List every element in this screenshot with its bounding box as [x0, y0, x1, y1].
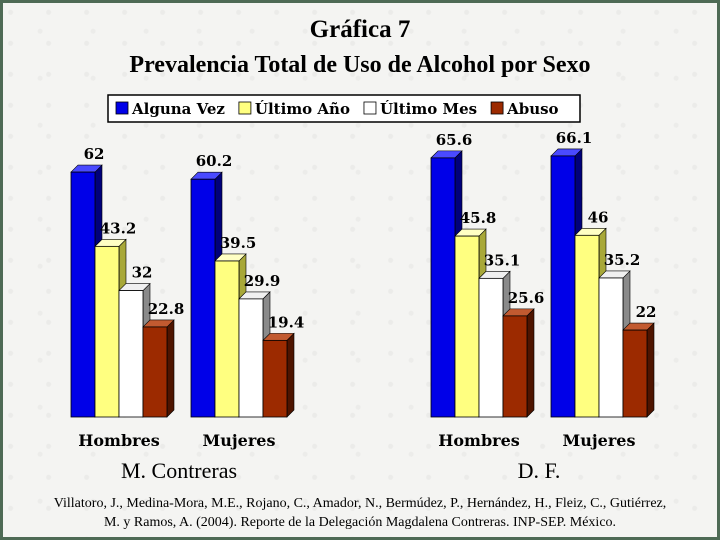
bar-g1-c1-s0 — [550, 155, 576, 418]
bar-g1-c1-s2 — [598, 277, 624, 418]
chart-subtitle: Prevalencia Total de Uso de Alcohol por … — [129, 52, 591, 78]
group-label-1: D. F. — [518, 458, 561, 483]
bar-g0-c0-s3 — [142, 326, 168, 418]
data-label-g0-c0-s0: 62 — [84, 145, 105, 163]
bar-g0-c1-s1 — [214, 260, 240, 418]
bar-side-g0-c1-s3 — [286, 332, 295, 418]
data-label-g1-c0-s3: 25.6 — [508, 289, 545, 307]
data-label-g1-c0-s0: 65.6 — [436, 131, 473, 149]
legend-swatch-1 — [238, 101, 252, 115]
data-label-g0-c0-s2: 32 — [132, 264, 153, 282]
data-label-g0-c0-s3: 22.8 — [148, 300, 185, 318]
legend-swatch-2 — [363, 101, 377, 115]
bar-side-g1-c0-s3 — [526, 308, 535, 418]
data-label-g0-c1-s3: 19.4 — [268, 313, 305, 331]
bar-g1-c1-s1 — [574, 234, 600, 418]
bar-g0-c1-s2 — [238, 298, 264, 418]
legend-label-1: Último Año — [255, 100, 350, 118]
legend-swatch-3 — [490, 101, 504, 115]
data-label-g1-c1-s0: 66.1 — [556, 129, 593, 147]
legend-swatch-0 — [115, 101, 129, 115]
group-label-0: M. Contreras — [121, 458, 237, 483]
bar-g0-c1-s3 — [262, 339, 288, 418]
data-label-g0-c1-s0: 60.2 — [196, 152, 233, 170]
data-label-g0-c1-s2: 29.9 — [244, 272, 281, 290]
source-citation: Villatoro, J., Medina-Mora, M.E., Rojano… — [6, 494, 714, 532]
bar-side-g1-c1-s3 — [646, 322, 655, 418]
category-label-g1-c0: Hombres — [438, 431, 520, 450]
chart-title: Gráfica 7 — [309, 16, 411, 43]
bar-g1-c1-s3 — [622, 329, 648, 418]
data-label-g0-c1-s1: 39.5 — [220, 234, 257, 252]
source-line-1: Villatoro, J., Medina-Mora, M.E., Rojano… — [53, 496, 667, 511]
bar-side-g0-c0-s3 — [166, 319, 175, 418]
legend-label-2: Último Mes — [380, 100, 477, 118]
data-label-g1-c0-s2: 35.1 — [484, 251, 521, 269]
bar-g1-c0-s1 — [454, 235, 480, 418]
legend-label-0: Alguna Vez — [131, 100, 225, 118]
data-label-g1-c0-s1: 45.8 — [460, 209, 497, 227]
bar-g1-c0-s0 — [430, 157, 456, 418]
data-label-g1-c1-s2: 35.2 — [604, 251, 641, 269]
bar-g0-c0-s2 — [118, 290, 144, 418]
source-line-2: M. y Ramos, A. (2004). Reporte de la Del… — [103, 515, 617, 530]
bar-g1-c0-s2 — [478, 277, 504, 418]
category-label-g0-c1: Mujeres — [203, 431, 276, 450]
data-label-g1-c1-s1: 46 — [588, 208, 609, 226]
category-label-g0-c0: Hombres — [78, 431, 160, 450]
category-label-g1-c1: Mujeres — [563, 431, 636, 450]
bar-g0-c0-s0 — [70, 171, 96, 418]
bar-g0-c0-s1 — [94, 245, 120, 418]
bar-g1-c0-s3 — [502, 315, 528, 418]
data-label-g1-c1-s3: 22 — [636, 303, 657, 321]
legend-label-3: Abuso — [506, 100, 558, 118]
data-label-g0-c0-s1: 43.2 — [100, 219, 137, 237]
bar-g0-c1-s0 — [190, 178, 216, 418]
